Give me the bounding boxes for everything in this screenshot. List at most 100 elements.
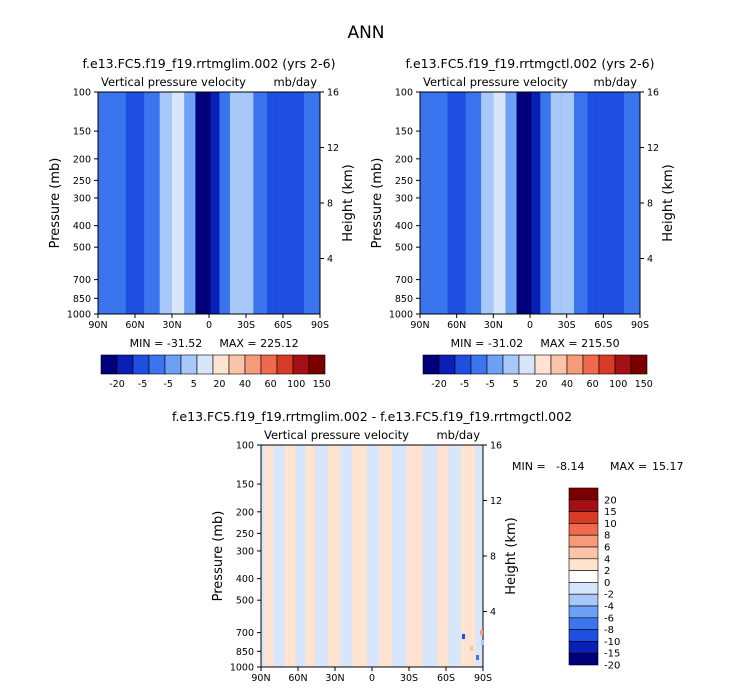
colorbar-label: 5 [191, 379, 197, 390]
x-tick-label: 30N [325, 673, 344, 684]
data-column [303, 92, 316, 314]
colorbar-label: 2 [604, 566, 610, 577]
colorbar-label: 6 [604, 543, 610, 554]
data-column [266, 92, 280, 314]
colorbar-label: 10 [604, 519, 617, 530]
data-speckle [480, 630, 483, 635]
colorbar-label: -20 [431, 379, 447, 390]
colorbar-label: 4 [604, 554, 610, 565]
x-tick-label: 60N [288, 673, 307, 684]
data-column [219, 92, 230, 314]
colorbar-swatch [422, 354, 440, 375]
y-tick-label: 250 [236, 529, 254, 540]
data-column [291, 92, 304, 314]
data-column [379, 445, 392, 667]
data-column [505, 92, 517, 314]
y-tick-label: 250 [395, 176, 413, 187]
data-column [253, 92, 267, 314]
data-column [587, 92, 600, 314]
data-column [125, 92, 145, 314]
colorbar-label: -20 [604, 661, 620, 672]
data-column [98, 92, 108, 314]
x-tick-label: 0 [206, 320, 212, 331]
panel-subtitle-right: mb/day [436, 428, 480, 442]
colorbar-swatch [630, 354, 648, 375]
data-column [611, 92, 625, 314]
data-column [624, 92, 636, 314]
data-column [420, 92, 430, 314]
colorbar-swatch [486, 354, 504, 375]
y-tick-label: 850 [236, 647, 254, 658]
colorbar-label: 15 [604, 507, 617, 518]
colorbar-label: 20 [535, 379, 547, 390]
x-tick-label: 30S [558, 320, 576, 331]
y-tick-label: 500 [236, 596, 254, 607]
y-tick-label: 400 [236, 574, 254, 585]
y-tick-label: 200 [73, 154, 91, 165]
colorbar-label: 8 [604, 531, 610, 542]
data-column [550, 92, 562, 314]
colorbar-swatch [148, 354, 166, 375]
colorbar-swatch [598, 354, 616, 375]
y-tick-label: 300 [73, 193, 91, 204]
data-column [524, 92, 532, 314]
data-column [481, 92, 494, 314]
colorbar-label: -15 [604, 649, 620, 660]
y-tick-label: 200 [395, 154, 413, 165]
y-right-axis-label: Height (km) [504, 517, 519, 594]
colorbar-swatch [438, 354, 456, 375]
colorbar-label: 0 [604, 578, 610, 589]
colorbar-label: 40 [239, 379, 251, 390]
colorbar-swatch [568, 570, 599, 583]
y-tick-label: 1000 [230, 663, 254, 674]
colorbar-swatch [180, 354, 198, 375]
y-right-tick-label: 8 [490, 552, 496, 563]
data-column [107, 92, 126, 314]
data-column [327, 445, 340, 667]
y-tick-label: 150 [73, 127, 91, 138]
colorbar-swatch [502, 354, 520, 375]
data-column [241, 92, 254, 314]
colorbar-label: -8 [604, 625, 614, 636]
max-label: MAX = 225.12 [219, 337, 298, 350]
colorbar-label: -10 [604, 637, 620, 648]
colorbar-label: -5 [138, 379, 147, 390]
colorbar-swatch [568, 546, 599, 560]
colorbar-swatch [582, 354, 600, 375]
min-value: -8.14 [556, 460, 584, 473]
data-column [229, 92, 242, 314]
y-tick-label: 300 [236, 546, 254, 557]
colorbar-swatch [550, 354, 568, 375]
y-tick-label: 100 [395, 88, 413, 99]
colorbar-swatch [568, 523, 599, 536]
colorbar-label: -20 [109, 379, 125, 390]
y-right-tick-label: 12 [647, 143, 659, 154]
colorbar-label: 60 [587, 379, 599, 390]
data-column [460, 445, 476, 667]
y-right-tick-label: 12 [490, 496, 502, 507]
x-tick-label: 0 [369, 673, 375, 684]
panel-title: f.e13.FC5.f19_f19.rrtmglim.002 (yrs 2-6) [83, 56, 336, 71]
data-speckle [481, 640, 484, 645]
x-tick-label: 90S [631, 320, 649, 331]
y-right-axis-label: Height (km) [661, 164, 676, 241]
x-tick-label: 60N [125, 320, 144, 331]
colorbar-swatch [568, 582, 599, 595]
colorbar-label: 150 [313, 379, 331, 390]
x-tick-label: 60S [594, 320, 612, 331]
y-right-tick-label: 4 [490, 607, 496, 618]
data-column [295, 445, 306, 667]
data-column [531, 92, 541, 314]
y-tick-label: 200 [236, 507, 254, 518]
colorbar-swatch [568, 617, 599, 630]
panel-diff: f.e13.FC5.f19_f19.rrtmglim.002 - f.e13.F… [172, 409, 684, 684]
y-right-tick-label: 8 [647, 199, 653, 210]
colorbar-swatch [196, 354, 214, 375]
max-label: MAX = 215.50 [540, 337, 619, 350]
data-column [447, 92, 466, 314]
colorbar-swatch [568, 652, 599, 666]
y-axis-label: Pressure (mb) [48, 158, 63, 249]
colorbar-swatch [568, 605, 599, 619]
colorbar-swatch [276, 354, 294, 375]
